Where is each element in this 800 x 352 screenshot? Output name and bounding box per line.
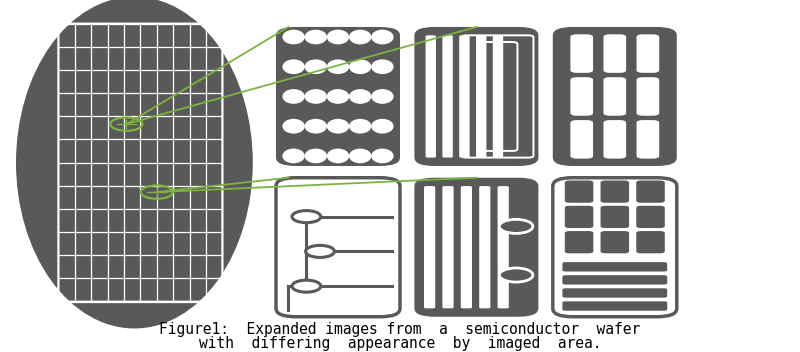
FancyBboxPatch shape [562, 301, 667, 311]
Ellipse shape [16, 0, 253, 328]
FancyBboxPatch shape [601, 231, 629, 253]
Ellipse shape [282, 89, 305, 104]
FancyBboxPatch shape [442, 35, 453, 158]
FancyBboxPatch shape [636, 206, 665, 228]
Ellipse shape [327, 59, 350, 74]
Text: Figure1:  Expanded images from  a  semiconductor  wafer: Figure1: Expanded images from a semicond… [159, 322, 641, 337]
FancyBboxPatch shape [442, 186, 454, 308]
FancyBboxPatch shape [637, 120, 659, 159]
Ellipse shape [305, 149, 327, 163]
FancyBboxPatch shape [426, 35, 436, 158]
Ellipse shape [327, 149, 350, 163]
FancyBboxPatch shape [276, 178, 400, 317]
Ellipse shape [282, 30, 305, 44]
FancyBboxPatch shape [493, 35, 503, 158]
FancyBboxPatch shape [276, 27, 400, 166]
FancyBboxPatch shape [562, 262, 667, 271]
Ellipse shape [282, 59, 305, 74]
FancyBboxPatch shape [603, 34, 626, 73]
FancyBboxPatch shape [636, 181, 665, 203]
Circle shape [292, 210, 321, 223]
FancyBboxPatch shape [637, 34, 659, 73]
Ellipse shape [371, 89, 394, 104]
Circle shape [306, 245, 334, 257]
Ellipse shape [305, 59, 327, 74]
FancyBboxPatch shape [476, 35, 486, 158]
Circle shape [292, 280, 321, 292]
FancyBboxPatch shape [562, 275, 667, 284]
FancyBboxPatch shape [565, 181, 594, 203]
Ellipse shape [305, 89, 327, 104]
Ellipse shape [327, 89, 350, 104]
Ellipse shape [282, 149, 305, 163]
Ellipse shape [349, 89, 371, 104]
FancyBboxPatch shape [553, 178, 677, 317]
FancyBboxPatch shape [562, 288, 667, 298]
FancyBboxPatch shape [479, 186, 490, 308]
Ellipse shape [327, 30, 350, 44]
FancyBboxPatch shape [498, 186, 509, 308]
FancyBboxPatch shape [570, 77, 593, 116]
FancyBboxPatch shape [414, 178, 538, 317]
FancyBboxPatch shape [570, 120, 593, 159]
FancyBboxPatch shape [570, 34, 593, 73]
Ellipse shape [349, 119, 371, 133]
FancyBboxPatch shape [636, 231, 665, 253]
FancyBboxPatch shape [603, 77, 626, 116]
Ellipse shape [371, 119, 394, 133]
Ellipse shape [327, 119, 350, 133]
Ellipse shape [371, 59, 394, 74]
FancyBboxPatch shape [553, 27, 677, 166]
Text: with  differing  appearance  by  imaged  area.: with differing appearance by imaged area… [198, 336, 602, 351]
Ellipse shape [282, 119, 305, 133]
FancyBboxPatch shape [424, 186, 435, 308]
Ellipse shape [371, 30, 394, 44]
Circle shape [499, 268, 533, 282]
Ellipse shape [349, 30, 371, 44]
FancyBboxPatch shape [459, 35, 470, 158]
FancyBboxPatch shape [601, 206, 629, 228]
Ellipse shape [305, 119, 327, 133]
Ellipse shape [349, 149, 371, 163]
Ellipse shape [349, 59, 371, 74]
FancyBboxPatch shape [603, 120, 626, 159]
FancyBboxPatch shape [565, 206, 594, 228]
Ellipse shape [371, 149, 394, 163]
FancyBboxPatch shape [601, 181, 629, 203]
FancyBboxPatch shape [414, 27, 538, 166]
FancyBboxPatch shape [565, 231, 594, 253]
FancyBboxPatch shape [637, 77, 659, 116]
Circle shape [499, 219, 533, 233]
Ellipse shape [305, 30, 327, 44]
FancyBboxPatch shape [461, 186, 472, 308]
